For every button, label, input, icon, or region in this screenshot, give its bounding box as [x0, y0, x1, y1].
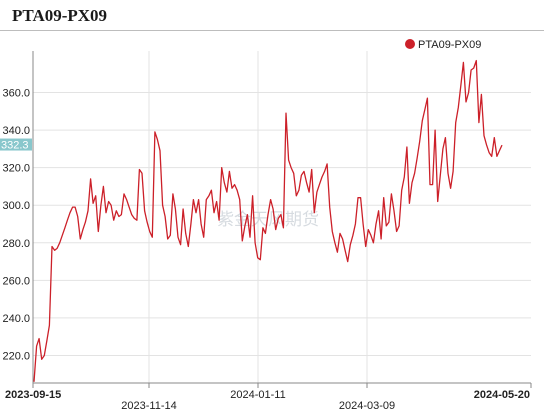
y-tick-label: 320.0 — [2, 163, 30, 175]
last-value-label: 332.3 — [1, 140, 29, 152]
legend-label: PTA09-PX09 — [418, 39, 481, 51]
x-tick-label: 2024-03-09 — [339, 400, 395, 411]
title-bar: PTA09-PX09 — [0, 0, 544, 31]
y-tick-label: 240.0 — [2, 313, 30, 325]
y-tick-label: 260.0 — [2, 275, 30, 287]
series-line — [33, 59, 503, 382]
y-tick-label: 360.0 — [2, 88, 30, 100]
last-value-badge — [0, 138, 32, 151]
y-tick-label: 220.0 — [2, 351, 30, 363]
x-tick-label: 2024-01-11 — [230, 389, 285, 401]
x-tick-label: 2023-09-15 — [5, 389, 61, 401]
y-tick-label: 300.0 — [2, 200, 30, 212]
legend-marker — [405, 39, 415, 49]
y-tick-label: 280.0 — [2, 238, 30, 250]
watermark: 紫金天风期货 — [217, 210, 319, 230]
title-divider — [0, 30, 544, 31]
x-tick-label: 2024-05-20 — [474, 389, 530, 401]
x-tick-label: 2023-11-14 — [121, 400, 176, 411]
y-tick-label: 340.0 — [2, 125, 30, 137]
chart-title: PTA09-PX09 — [12, 6, 108, 25]
